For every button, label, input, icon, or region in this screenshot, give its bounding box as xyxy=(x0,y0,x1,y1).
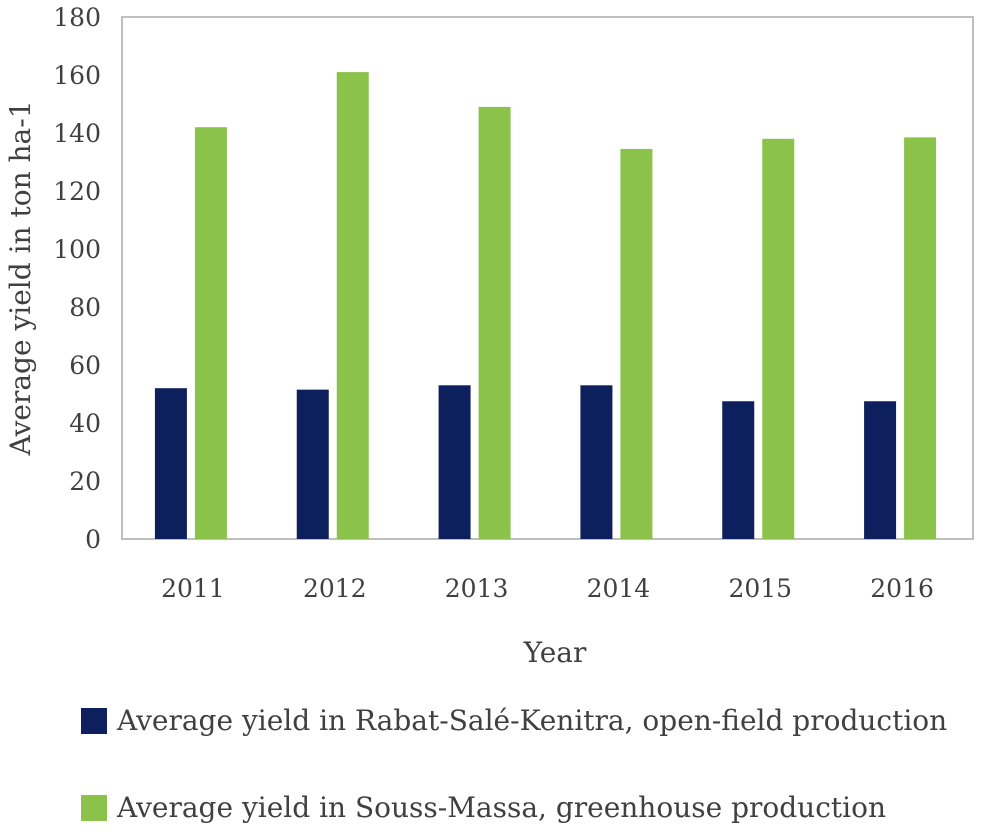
x-tick-label: 2011 xyxy=(161,574,225,603)
bar-series xyxy=(154,72,937,540)
bar-series-2-2011 xyxy=(194,127,227,539)
legend-swatch-series-2 xyxy=(81,795,107,821)
bar-series-1-2015 xyxy=(722,401,755,539)
y-tick-label: 40 xyxy=(69,409,101,438)
legend-label-series-1: Average yield in Rabat-Salé-Kenitra, ope… xyxy=(116,704,947,737)
y-tick-label: 100 xyxy=(53,235,101,264)
y-axis-title: Average yield in ton ha-1 xyxy=(4,100,37,456)
x-tick-label: 2013 xyxy=(445,574,509,603)
bar-series-1-2012 xyxy=(296,389,329,539)
bar-series-2-2013 xyxy=(478,106,511,540)
bar-series-2-2014 xyxy=(620,148,653,539)
y-tick-label: 80 xyxy=(69,293,101,322)
x-axis-ticks: 2011 2012 2013 2014 2015 2016 xyxy=(161,574,934,603)
y-tick-label: 20 xyxy=(69,467,101,496)
y-tick-label: 0 xyxy=(85,525,101,554)
bar-series-2-2012 xyxy=(336,72,369,539)
y-tick-label: 160 xyxy=(53,61,101,90)
bar-series-1-2013 xyxy=(438,385,471,539)
bar-series-2-2016 xyxy=(904,137,937,539)
y-tick-label: 120 xyxy=(53,177,101,206)
x-axis-title: Year xyxy=(523,636,587,669)
legend-swatch-series-1 xyxy=(81,708,107,734)
x-tick-label: 2014 xyxy=(587,574,651,603)
y-tick-label: 140 xyxy=(53,119,101,148)
x-tick-label: 2015 xyxy=(728,574,792,603)
legend: Average yield in Rabat-Salé-Kenitra, ope… xyxy=(81,704,947,824)
bar-series-2-2015 xyxy=(762,138,795,540)
bar-series-1-2014 xyxy=(580,385,613,539)
y-tick-label: 180 xyxy=(53,3,101,32)
y-axis-ticks: 0 20 40 60 80 100 120 140 160 180 xyxy=(53,3,101,554)
legend-label-series-2: Average yield in Souss-Massa, greenhouse… xyxy=(116,791,886,824)
x-tick-label: 2012 xyxy=(303,574,367,603)
plot-area-border xyxy=(121,16,974,540)
bar-series-1-2016 xyxy=(864,401,897,539)
y-tick-label: 60 xyxy=(69,351,101,380)
bar-series-1-2011 xyxy=(154,388,187,539)
x-tick-label: 2016 xyxy=(870,574,934,603)
